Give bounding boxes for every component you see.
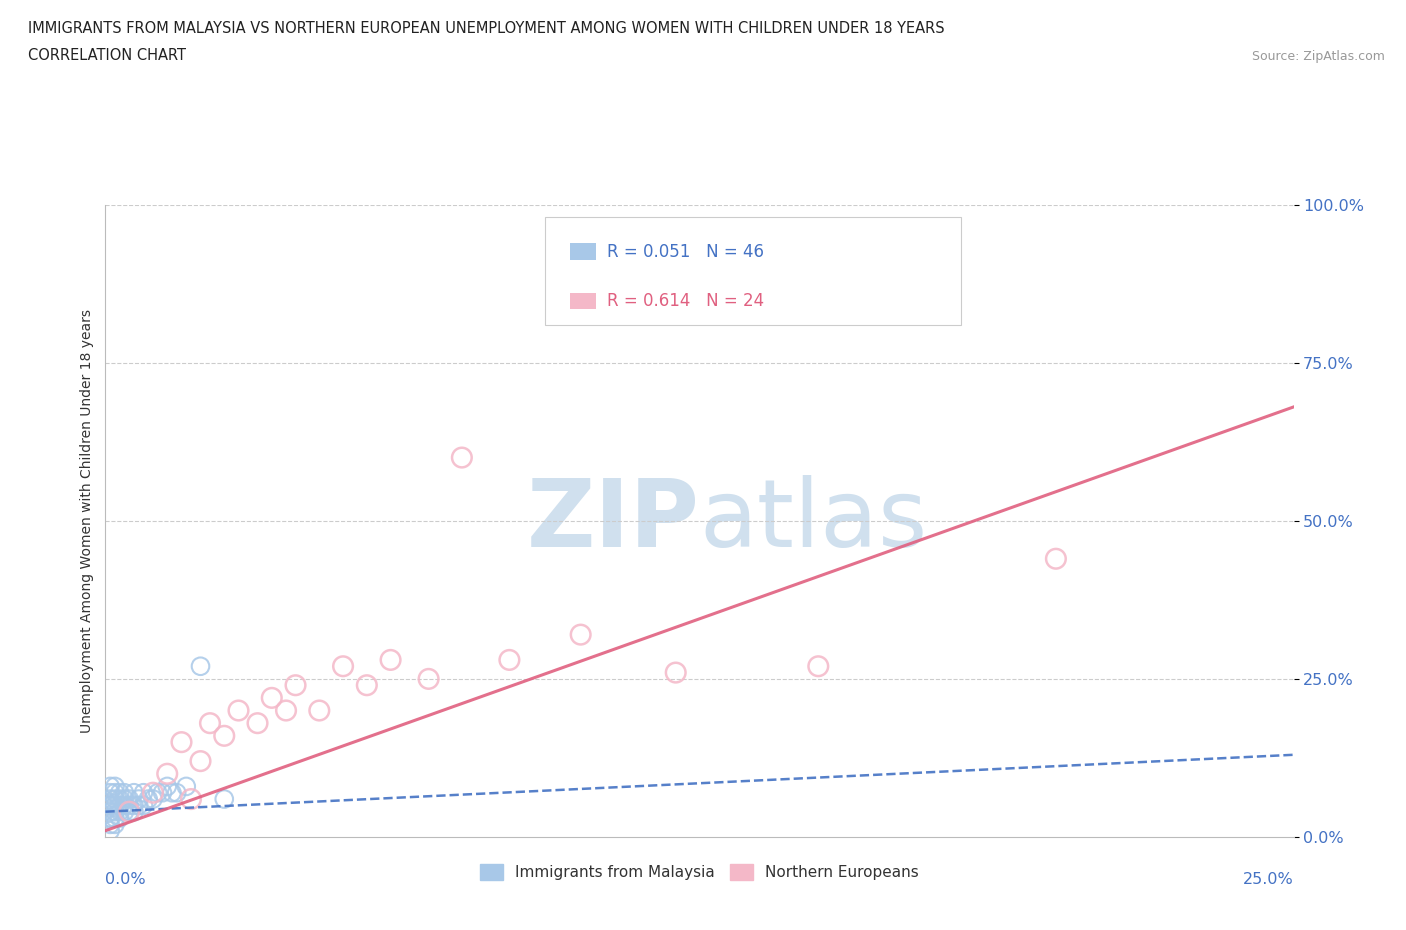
Point [108,785,131,800]
Point [98,817,121,831]
Text: ZIP: ZIP [527,475,700,566]
Point [807,658,830,673]
Point [132,798,155,813]
Point [104,791,127,806]
Point [98,791,121,806]
Point [104,798,127,813]
Point [114,798,136,813]
Point [122,785,145,800]
Point [1045,551,1067,566]
Text: 0.0%: 0.0% [105,871,146,887]
Point [118,804,141,819]
Point [128,798,150,813]
Point [104,804,127,819]
Point [122,804,145,819]
Point [569,627,592,642]
Point [122,798,145,813]
Point [98,785,121,800]
Point [108,804,131,819]
Point [308,703,330,718]
Point [174,779,197,794]
Point [198,716,221,731]
Point [132,785,155,800]
Text: CORRELATION CHART: CORRELATION CHART [28,48,186,63]
Text: Source: ZipAtlas.com: Source: ZipAtlas.com [1251,50,1385,63]
Point [98,779,121,794]
Point [284,678,307,693]
Point [104,817,127,831]
Text: R = 0.614   N = 24: R = 0.614 N = 24 [607,292,763,310]
Legend: Immigrants from Malaysia, Northern Europeans: Immigrants from Malaysia, Northern Europ… [474,858,925,886]
Point [98,811,121,826]
Point [98,798,121,813]
Point [190,753,212,768]
Point [142,791,165,806]
Point [274,703,297,718]
Point [104,811,127,826]
Point [104,779,127,794]
Point [152,785,174,800]
Point [156,766,179,781]
Point [260,690,283,705]
Point [418,671,440,686]
Point [156,779,179,794]
Point [118,804,141,819]
Point [142,785,165,800]
Point [332,658,354,673]
Point [114,804,136,819]
Point [180,791,202,806]
Point [228,703,250,718]
Point [356,678,378,693]
Point [214,728,236,743]
Point [108,798,131,813]
Point [166,785,188,800]
Point [98,823,121,838]
Point [146,785,169,800]
Text: atlas: atlas [700,475,928,566]
Text: R = 0.051   N = 46: R = 0.051 N = 46 [607,243,763,260]
Point [98,804,121,819]
Point [114,791,136,806]
Point [665,665,688,680]
Text: 25.0%: 25.0% [1243,871,1294,887]
Point [128,791,150,806]
Point [170,735,193,750]
Point [214,791,236,806]
Point [118,798,141,813]
Point [108,791,131,806]
Point [380,653,402,668]
Point [108,811,131,826]
Point [98,811,121,826]
Point [114,785,136,800]
Point [136,791,159,806]
Point [98,798,121,813]
Point [160,785,183,800]
Point [104,785,127,800]
Point [190,658,212,673]
Point [498,653,520,668]
Y-axis label: Unemployment Among Women with Children Under 18 years: Unemployment Among Women with Children U… [80,309,94,733]
Point [118,791,141,806]
Point [450,450,472,465]
Text: IMMIGRANTS FROM MALAYSIA VS NORTHERN EUROPEAN UNEMPLOYMENT AMONG WOMEN WITH CHIL: IMMIGRANTS FROM MALAYSIA VS NORTHERN EUR… [28,20,945,35]
Point [246,716,269,731]
